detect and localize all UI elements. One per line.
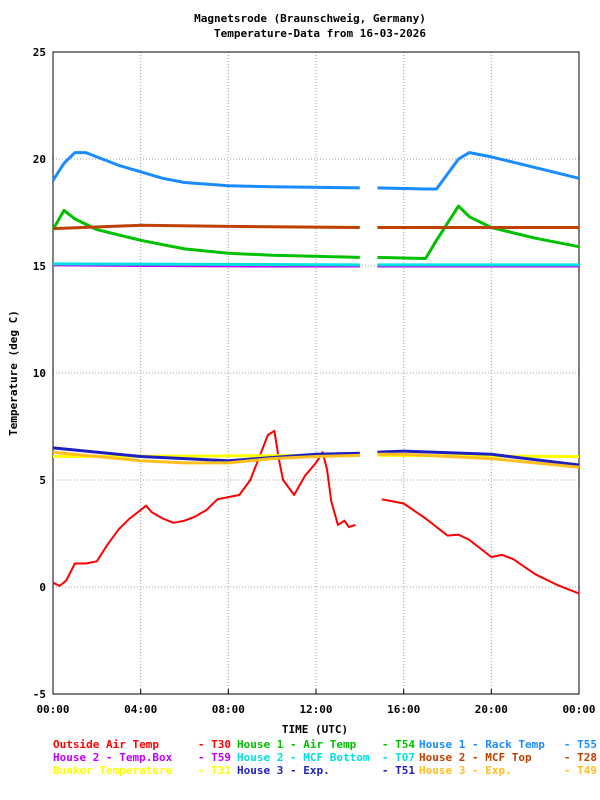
legend-label: House 2 - MCF Bottom bbox=[237, 751, 370, 764]
series-line-t51 bbox=[52, 446, 580, 467]
series-line-t55 bbox=[51, 151, 580, 191]
legend-label: House 2 - MCF Top bbox=[419, 751, 532, 764]
chart-title-line2: Temperature-Data from 16-03-2026 bbox=[214, 27, 426, 40]
y-tick-label: 25 bbox=[33, 46, 46, 59]
legend-label: Outside Air Temp bbox=[53, 738, 159, 751]
legend-label: House 1 - Rack Temp bbox=[419, 738, 545, 751]
legend-code: - T07 bbox=[382, 751, 415, 764]
x-tick-label: 20:00 bbox=[475, 703, 508, 716]
series-line-t07 bbox=[52, 262, 579, 267]
x-tick-label: 00:00 bbox=[562, 703, 595, 716]
legend-label: House 1 - Air Temp bbox=[237, 738, 357, 751]
y-tick-label: 0 bbox=[39, 581, 46, 594]
x-tick-label: 16:00 bbox=[387, 703, 420, 716]
x-tick-label: 04:00 bbox=[124, 703, 157, 716]
legend-code: - T54 bbox=[382, 738, 415, 751]
y-axis-label: Temperature (deg C) bbox=[7, 310, 20, 436]
series-line-t28 bbox=[52, 223, 579, 231]
legend-label: House 3 - Exp. bbox=[237, 764, 330, 777]
legend-label: House 3 - Exp. bbox=[419, 764, 512, 777]
legend-code: - T59 bbox=[198, 751, 231, 764]
x-tick-label: 12:00 bbox=[299, 703, 332, 716]
legend-code: - T30 bbox=[198, 738, 231, 751]
y-tick-label: 10 bbox=[33, 367, 46, 380]
legend-code: - T51 bbox=[382, 764, 415, 777]
legend-code: - T31 bbox=[198, 764, 231, 777]
y-tick-label: 5 bbox=[39, 474, 46, 487]
x-axis-label: TIME (UTC) bbox=[282, 723, 348, 736]
legend-label: House 2 - Temp.Box bbox=[53, 751, 173, 764]
chart-title-line1: Magnetsrode (Braunschweig, Germany) bbox=[194, 12, 426, 25]
legend-code: - T49 bbox=[564, 764, 597, 777]
y-tick-label: 20 bbox=[33, 153, 46, 166]
legend-code: - T28 bbox=[564, 751, 597, 764]
legend-code: - T55 bbox=[564, 738, 597, 751]
series-line-t54 bbox=[51, 204, 580, 260]
x-tick-label: 00:00 bbox=[36, 703, 69, 716]
y-tick-label: 15 bbox=[33, 260, 46, 273]
y-tick-label: -5 bbox=[33, 688, 46, 701]
x-tick-label: 08:00 bbox=[212, 703, 245, 716]
legend-label: Bunker Temperature bbox=[53, 764, 173, 777]
series-line-t49 bbox=[52, 450, 580, 469]
